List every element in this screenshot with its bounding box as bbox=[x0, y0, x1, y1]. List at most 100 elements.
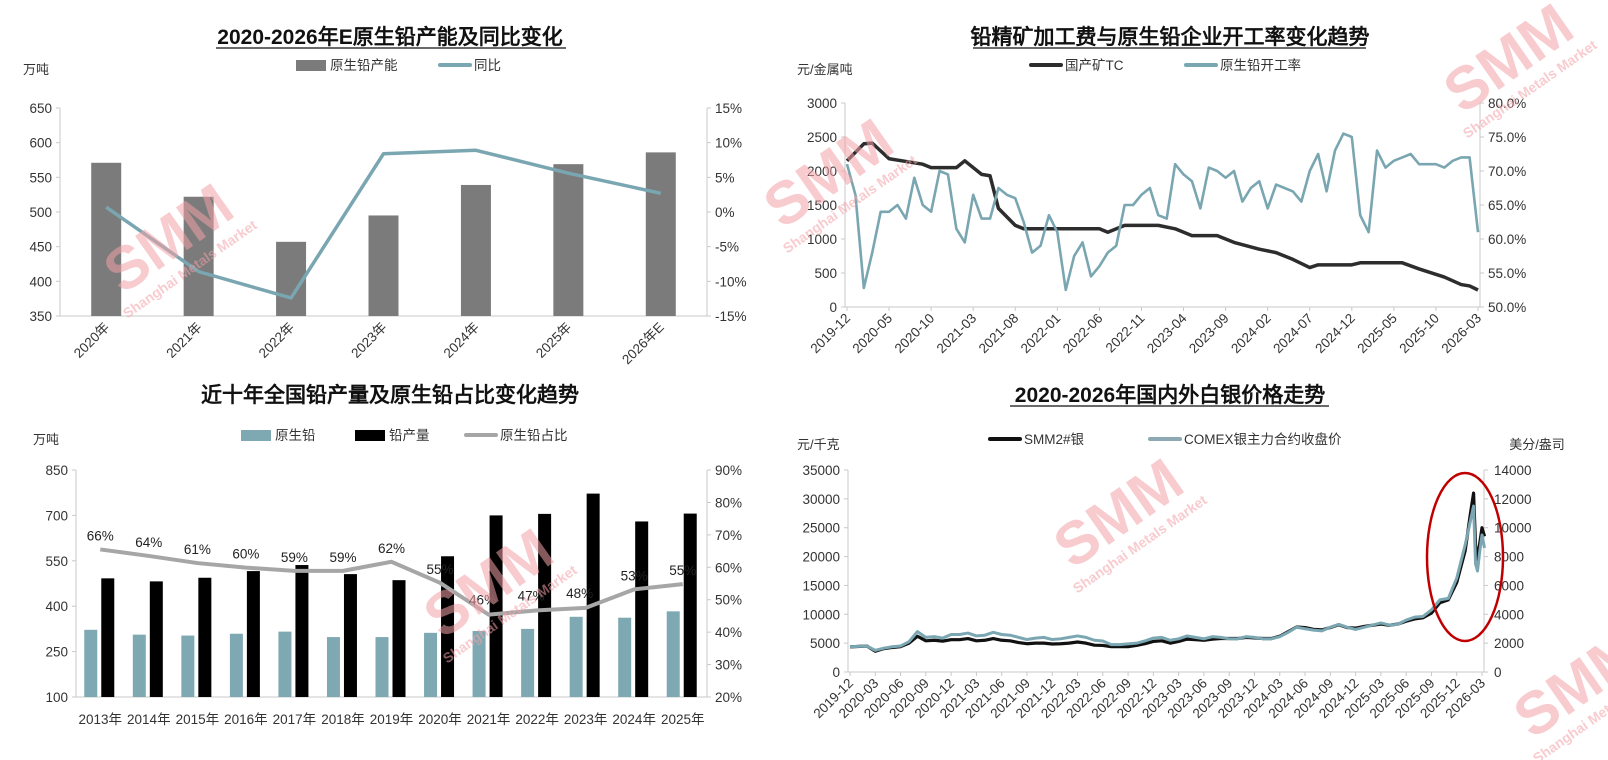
share-data-label: 62% bbox=[378, 541, 405, 556]
y2-tick-label: -10% bbox=[715, 274, 747, 289]
y-tick-label: 650 bbox=[29, 101, 52, 116]
y2-tick-label: 30% bbox=[715, 658, 742, 673]
x-tick-label: 2020-05 bbox=[850, 311, 896, 357]
y2-tick-label: 65.0% bbox=[1488, 198, 1526, 213]
legend-label-0: 国产矿TC bbox=[1065, 58, 1124, 73]
operating-rate-line bbox=[845, 132, 1480, 292]
capacity-bar bbox=[645, 152, 676, 316]
y-tick-label: 600 bbox=[29, 136, 52, 151]
legend-swatch-0 bbox=[296, 60, 326, 71]
y2-tick-label: 15% bbox=[715, 101, 742, 116]
y-tick-label: 850 bbox=[45, 463, 68, 478]
y-tick-label: 500 bbox=[29, 205, 52, 220]
x-tick-label: 2017年 bbox=[273, 712, 317, 727]
y-tick-label: 2000 bbox=[807, 164, 837, 179]
total-lead-bar bbox=[246, 571, 260, 697]
chart-title: 近十年全国铅产量及原生铅占比变化趋势 bbox=[201, 383, 579, 407]
share-data-label: 55% bbox=[427, 562, 454, 577]
x-tick-label: 2021-08 bbox=[976, 311, 1022, 357]
primary-lead-bar bbox=[375, 637, 389, 697]
share-data-label: 59% bbox=[329, 550, 356, 565]
y-tick-label: 550 bbox=[29, 170, 52, 185]
total-lead-bar bbox=[295, 565, 309, 697]
share-data-label: 61% bbox=[184, 542, 211, 557]
x-tick-label: 2023年 bbox=[564, 712, 608, 727]
x-tick-label: 2022-01 bbox=[1018, 311, 1064, 357]
y-tick-label: 100 bbox=[45, 690, 68, 705]
legend-label-2: 原生铅占比 bbox=[500, 428, 568, 443]
x-tick-label: 2013年 bbox=[78, 712, 122, 727]
y-tick-label: 400 bbox=[45, 599, 68, 614]
x-tick-label: 2022-06 bbox=[1060, 311, 1106, 357]
share-data-label: 53% bbox=[621, 568, 648, 583]
y2-tick-label: 40% bbox=[715, 625, 742, 640]
x-tick-label: 2023-09 bbox=[1186, 311, 1232, 357]
x-tick-label: 2024-02 bbox=[1228, 311, 1274, 357]
y2-tick-label: 80.0% bbox=[1488, 96, 1526, 111]
y-tick-label: 350 bbox=[29, 309, 52, 324]
y2-tick-label: 60% bbox=[715, 560, 742, 575]
y-tick-label: 3000 bbox=[807, 96, 837, 111]
primary-lead-bar bbox=[666, 611, 680, 697]
y-tick-label: 1000 bbox=[807, 232, 837, 247]
primary-lead-bar bbox=[569, 616, 583, 697]
y2-tick-label: 10% bbox=[715, 136, 742, 151]
primary-lead-bar bbox=[472, 631, 486, 697]
x-tick-label: 2019-12 bbox=[807, 311, 853, 357]
y-tick-label: 30000 bbox=[802, 492, 840, 507]
y-axis-unit: 元/金属吨 bbox=[797, 62, 853, 77]
total-lead-bar bbox=[101, 578, 115, 697]
y-tick-label: 5000 bbox=[810, 636, 840, 651]
y-tick-label: 2500 bbox=[807, 130, 837, 145]
y2-tick-label: 0 bbox=[1494, 665, 1502, 680]
legend-swatch-1 bbox=[355, 430, 385, 441]
share-line bbox=[100, 547, 683, 617]
y2-tick-label: -15% bbox=[715, 309, 747, 324]
total-lead-bar bbox=[392, 580, 406, 697]
y-tick-label: 0 bbox=[829, 300, 837, 315]
y2-tick-label: 50% bbox=[715, 593, 742, 608]
legend-label-0: 原生铅产能 bbox=[330, 58, 398, 73]
y-tick-label: 500 bbox=[814, 266, 837, 281]
yoy-line bbox=[105, 148, 662, 300]
primary-lead-bar bbox=[278, 631, 292, 697]
y-axis-unit: 万吨 bbox=[33, 432, 59, 447]
y-tick-label: 250 bbox=[45, 645, 68, 660]
capacity-bar bbox=[553, 164, 584, 316]
x-tick-label: 2021年 bbox=[467, 712, 511, 727]
legend-label-0: 原生铅 bbox=[275, 428, 316, 443]
x-tick-label: 2023年 bbox=[348, 320, 389, 361]
y-tick-label: 10000 bbox=[802, 607, 840, 622]
y-tick-label: 25000 bbox=[802, 521, 840, 536]
total-lead-bar bbox=[489, 515, 503, 697]
legend-label-1: 原生铅开工率 bbox=[1220, 57, 1301, 73]
capacity-bar bbox=[276, 241, 307, 316]
primary-lead-bar bbox=[521, 628, 535, 697]
x-tick-label: 2016年 bbox=[224, 712, 268, 727]
y-tick-label: 700 bbox=[45, 508, 68, 523]
share-data-label: 59% bbox=[281, 550, 308, 565]
y-tick-label: 400 bbox=[29, 274, 52, 289]
x-tick-label: 2025-05 bbox=[1354, 311, 1400, 357]
y2-tick-label: 50.0% bbox=[1488, 300, 1526, 315]
y2-tick-label: 75.0% bbox=[1488, 130, 1526, 145]
y2-tick-label: 55.0% bbox=[1488, 266, 1526, 281]
share-data-label: 46% bbox=[469, 593, 496, 608]
y2-tick-label: -5% bbox=[715, 240, 739, 255]
y-tick-label: 550 bbox=[45, 554, 68, 569]
capacity-bar bbox=[183, 196, 214, 316]
legend-label-0: SMM2#银 bbox=[1024, 432, 1085, 447]
highlight-ellipse bbox=[1425, 471, 1505, 643]
comex-silver-line bbox=[849, 504, 1487, 652]
share-data-label: 47% bbox=[518, 588, 545, 603]
capacity-bar bbox=[91, 162, 122, 316]
x-tick-label: 2022年 bbox=[515, 712, 559, 727]
y2-tick-label: 0% bbox=[715, 205, 735, 220]
total-lead-bar bbox=[635, 521, 649, 697]
